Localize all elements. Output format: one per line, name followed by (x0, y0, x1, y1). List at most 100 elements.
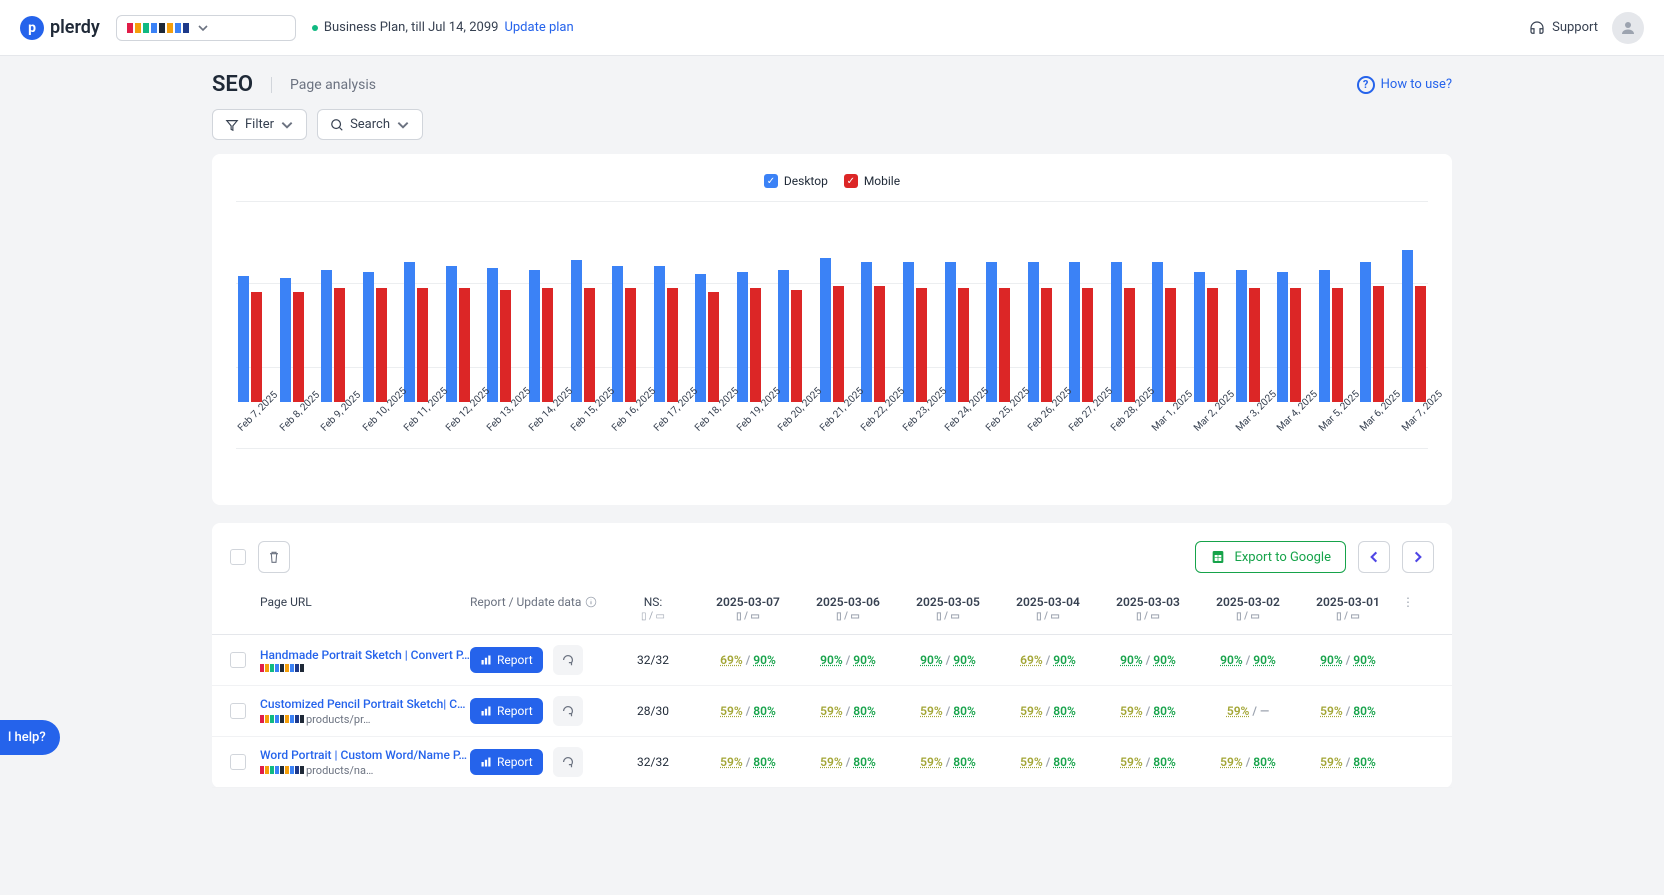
bar-group[interactable] (776, 270, 804, 402)
bar-group[interactable] (859, 262, 887, 402)
bar-mobile (1290, 288, 1301, 402)
bar-mobile (708, 292, 719, 402)
toolbar: Filter Search (212, 109, 1452, 140)
bar-desktop (1277, 272, 1288, 402)
legend-mobile[interactable]: ✓ Mobile (844, 174, 900, 188)
bar-mobile (1415, 286, 1426, 402)
bar-group[interactable] (236, 276, 264, 402)
bar-group[interactable] (901, 262, 929, 402)
row-checkbox[interactable] (230, 754, 246, 770)
bar-mobile (1332, 288, 1343, 402)
next-page-button[interactable] (1402, 541, 1434, 573)
metric-cell: 69% / 90% (998, 653, 1098, 667)
bar-group[interactable] (984, 262, 1012, 402)
page-title-link[interactable]: Word Portrait | Custom Word/Name P… (260, 748, 470, 762)
bar-mobile (1041, 288, 1052, 402)
bar-group[interactable] (319, 270, 347, 402)
bar-desktop (1319, 270, 1330, 402)
delete-button[interactable] (258, 541, 290, 573)
bar-group[interactable] (402, 262, 430, 402)
bar-desktop (1069, 262, 1080, 402)
chart-icon (480, 654, 492, 666)
metric-cell: 90% / 90% (1098, 653, 1198, 667)
metric-cell: 59% / 80% (698, 755, 798, 769)
bar-group[interactable] (1067, 262, 1095, 402)
bar-mobile (376, 288, 387, 402)
bar-desktop (820, 258, 831, 402)
bar-desktop (446, 266, 457, 402)
bar-mobile (874, 286, 885, 402)
date-column-head: 2025-03-02▯ / ▭ (1198, 595, 1298, 622)
legend-desktop[interactable]: ✓ Desktop (764, 174, 828, 188)
filter-button[interactable]: Filter (212, 109, 307, 140)
bar-desktop (321, 270, 332, 402)
export-google-button[interactable]: Export to Google (1195, 541, 1346, 573)
bar-desktop (238, 276, 249, 402)
chevron-down-icon (197, 22, 209, 34)
site-switcher[interactable] (116, 15, 296, 41)
bar-mobile (916, 288, 927, 402)
metric-cell: 69% / 90% (698, 653, 798, 667)
bar-group[interactable] (1317, 270, 1345, 402)
report-button[interactable]: Report (470, 647, 543, 673)
report-button[interactable]: Report (470, 749, 543, 775)
row-checkbox[interactable] (230, 652, 246, 668)
page-title-link[interactable]: Handmade Portrait Sketch | Convert P… (260, 648, 470, 662)
bar-group[interactable] (1109, 262, 1137, 402)
chart-card: ✓ Desktop ✓ Mobile Feb 7, 2025Feb 8, 202… (212, 154, 1452, 505)
bar-mobile (1124, 288, 1135, 402)
bar-desktop (695, 274, 706, 402)
help-fab[interactable]: l help? (0, 720, 60, 755)
bar-group[interactable] (278, 278, 306, 402)
plan-info: Business Plan, till Jul 14, 2099 Update … (312, 20, 574, 35)
refresh-icon (561, 704, 575, 718)
bar-group[interactable] (1192, 272, 1220, 402)
select-all-checkbox[interactable] (230, 549, 246, 565)
bar-group[interactable] (569, 260, 597, 402)
how-to-use-link[interactable]: ? How to use? (1357, 76, 1452, 94)
bar-desktop (1402, 250, 1413, 402)
bar-group[interactable] (1026, 262, 1054, 402)
chevron-right-icon (1411, 550, 1425, 564)
bar-group[interactable] (693, 274, 721, 402)
logo[interactable]: p plerdy (20, 16, 100, 40)
bar-group[interactable] (361, 272, 389, 402)
bar-group[interactable] (1400, 250, 1428, 402)
bar-group[interactable] (1275, 272, 1303, 402)
bar-group[interactable] (485, 268, 513, 402)
refresh-icon (561, 653, 575, 667)
update-plan-link[interactable]: Update plan (504, 20, 573, 35)
bar-group[interactable] (1234, 270, 1262, 402)
bar-group[interactable] (1150, 262, 1178, 402)
page-title-link[interactable]: Customized Pencil Portrait Sketch| C… (260, 697, 470, 711)
row-checkbox[interactable] (230, 703, 246, 719)
bar-group[interactable] (943, 262, 971, 402)
bar-mobile (417, 288, 428, 402)
page-title: SEO (212, 72, 253, 97)
more-columns-icon[interactable]: ⋮ (1398, 595, 1418, 609)
bar-desktop (571, 260, 582, 402)
bar-group[interactable] (527, 270, 555, 402)
bar-mobile (625, 288, 636, 402)
bar-group[interactable] (652, 266, 680, 402)
report-button[interactable]: Report (470, 698, 543, 724)
chevron-down-icon (396, 118, 410, 132)
bar-group[interactable] (444, 266, 472, 402)
search-button[interactable]: Search (317, 109, 423, 140)
bar-mobile (999, 288, 1010, 402)
refresh-button[interactable] (553, 645, 583, 675)
bar-mobile (667, 288, 678, 402)
bar-desktop (487, 268, 498, 402)
refresh-button[interactable] (553, 747, 583, 777)
prev-page-button[interactable] (1358, 541, 1390, 573)
bar-group[interactable] (610, 266, 638, 402)
chart-icon (480, 756, 492, 768)
bar-group[interactable] (735, 272, 763, 402)
bar-group[interactable] (1358, 262, 1386, 402)
bar-group[interactable] (818, 258, 846, 402)
avatar[interactable] (1612, 12, 1644, 44)
headset-icon (1528, 19, 1546, 37)
support-button[interactable]: Support (1528, 19, 1598, 37)
refresh-button[interactable] (553, 696, 583, 726)
metric-cell: 59% / 80% (1298, 755, 1398, 769)
